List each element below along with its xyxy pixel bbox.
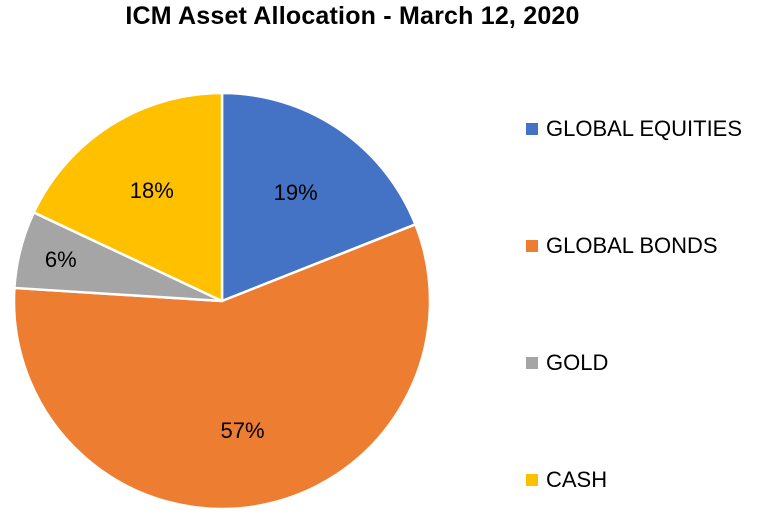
legend-label-gold: GOLD bbox=[546, 350, 609, 375]
pie-slice-global-equities bbox=[220, 91, 417, 303]
legend-label-global-bonds: GLOBAL BONDS bbox=[546, 233, 718, 258]
pie-slices bbox=[12, 91, 432, 511]
legend-swatch-global-bonds bbox=[526, 240, 538, 252]
legend-label-cash: CASH bbox=[546, 467, 608, 492]
legend-swatch-global-equities bbox=[526, 123, 538, 135]
data-label-cash: 18% bbox=[130, 178, 174, 203]
legend-item-cash: CASH bbox=[526, 467, 607, 493]
data-label-global-equities: 19% bbox=[274, 180, 318, 205]
pie-slice-cash bbox=[32, 91, 224, 303]
data-label-global-bonds: 57% bbox=[220, 418, 264, 443]
legend-item-gold: GOLD bbox=[526, 350, 608, 376]
legend-swatch-cash bbox=[526, 474, 538, 486]
data-label-gold: 6% bbox=[45, 247, 77, 272]
pie-slice-labels: 19% 57% 6% 18% bbox=[45, 178, 318, 443]
legend-item-global-bonds: GLOBAL BONDS bbox=[526, 233, 718, 259]
legend-label-global-equities: GLOBAL EQUITIES bbox=[546, 116, 743, 141]
legend-item-global-equities: GLOBAL EQUITIES bbox=[526, 116, 742, 142]
legend-swatch-gold bbox=[526, 357, 538, 369]
chart-title: ICM Asset Allocation - March 12, 2020 bbox=[125, 2, 580, 30]
